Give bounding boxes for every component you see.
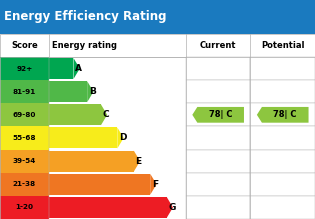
Polygon shape xyxy=(192,107,244,123)
Bar xyxy=(0,80,49,103)
Text: D: D xyxy=(119,133,126,143)
Polygon shape xyxy=(101,104,107,125)
Text: F: F xyxy=(152,180,158,189)
Bar xyxy=(0,0,315,34)
Bar xyxy=(186,150,250,173)
Text: 78| C: 78| C xyxy=(273,110,297,119)
Bar xyxy=(186,80,250,103)
Text: 92+: 92+ xyxy=(16,65,32,72)
Bar xyxy=(0,196,49,219)
Bar xyxy=(0,57,49,80)
Bar xyxy=(250,126,315,150)
Polygon shape xyxy=(117,127,123,148)
Text: Current: Current xyxy=(200,41,236,50)
Polygon shape xyxy=(257,107,308,123)
Bar xyxy=(0,150,49,173)
Bar xyxy=(186,103,250,126)
Bar xyxy=(186,126,250,150)
Bar xyxy=(250,196,315,219)
Bar xyxy=(250,80,315,103)
Bar xyxy=(49,127,117,148)
Bar xyxy=(0,57,315,219)
Text: Energy rating: Energy rating xyxy=(52,41,117,50)
Text: 69-80: 69-80 xyxy=(13,112,36,118)
Bar xyxy=(186,173,250,196)
Bar xyxy=(49,104,101,125)
Bar xyxy=(49,151,134,172)
Text: Potential: Potential xyxy=(261,41,305,50)
Text: 81-91: 81-91 xyxy=(13,89,36,95)
Bar xyxy=(0,126,49,150)
Polygon shape xyxy=(167,197,173,218)
Bar xyxy=(49,58,73,79)
Polygon shape xyxy=(134,151,140,172)
Text: Score: Score xyxy=(11,41,38,50)
Text: 39-54: 39-54 xyxy=(13,158,36,164)
Bar xyxy=(49,174,150,195)
Bar xyxy=(250,57,315,80)
Text: 21-38: 21-38 xyxy=(13,181,36,187)
Text: E: E xyxy=(135,157,141,166)
Polygon shape xyxy=(87,81,94,102)
Bar xyxy=(186,196,250,219)
Text: C: C xyxy=(102,110,109,119)
Bar xyxy=(0,173,49,196)
Text: Energy Efficiency Rating: Energy Efficiency Rating xyxy=(4,11,166,23)
Text: 55-68: 55-68 xyxy=(13,135,36,141)
Polygon shape xyxy=(150,174,157,195)
Text: A: A xyxy=(75,64,82,73)
Bar xyxy=(49,197,167,218)
Text: G: G xyxy=(168,203,176,212)
Polygon shape xyxy=(73,58,80,79)
Bar xyxy=(186,57,250,80)
Text: 1-20: 1-20 xyxy=(15,204,33,210)
Bar xyxy=(250,150,315,173)
Text: 78| C: 78| C xyxy=(209,110,232,119)
Text: B: B xyxy=(89,87,96,96)
Bar xyxy=(0,103,49,126)
Bar xyxy=(250,103,315,126)
Bar xyxy=(0,34,315,57)
Bar xyxy=(250,173,315,196)
Bar xyxy=(49,81,87,102)
